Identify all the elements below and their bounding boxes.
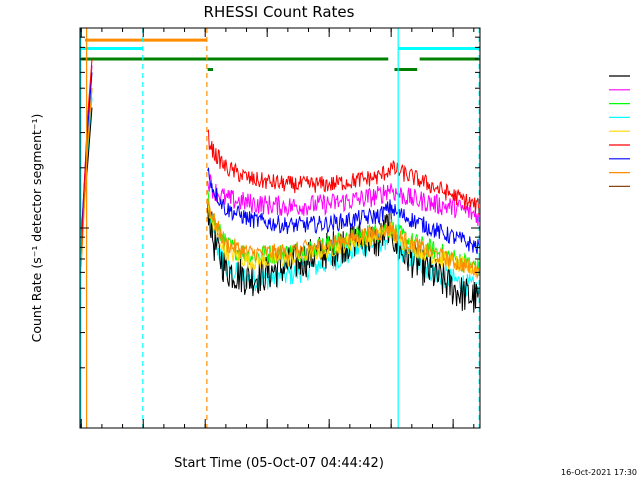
y-axis — [80, 27, 480, 429]
chart-title: RHESSI Count Rates — [204, 3, 355, 21]
series-line — [207, 202, 480, 313]
series-line — [207, 128, 480, 215]
x-axis — [80, 28, 475, 428]
x-axis-label: Start Time (05-Oct-07 04:44:42) — [174, 456, 384, 471]
timestamp: 16-Oct-2021 17:30 — [561, 468, 637, 477]
y-axis-label: Count Rate (s⁻¹ detector segment⁻¹) — [29, 114, 44, 343]
attenuator-and-rd-bars — [80, 38, 480, 72]
series-line — [207, 174, 480, 227]
legend — [609, 75, 630, 187]
vertical-markers — [80, 28, 480, 428]
series-line — [207, 197, 480, 280]
series-line — [80, 58, 93, 254]
series-line — [207, 167, 480, 255]
series-layer — [80, 58, 480, 313]
